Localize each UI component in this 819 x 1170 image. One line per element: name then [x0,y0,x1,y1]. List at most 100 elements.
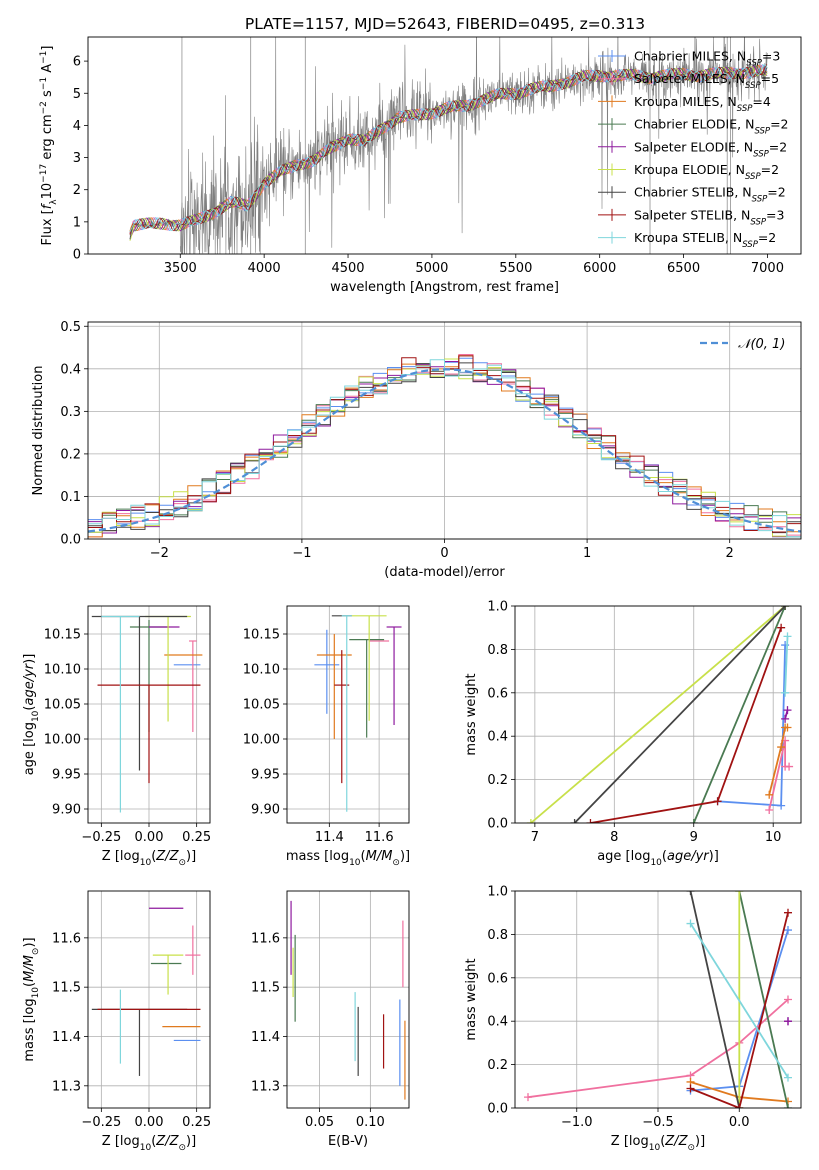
label-part: 10 [140,858,152,868]
y-axis-label: Normed distribution [31,366,46,496]
label-part: s [40,90,55,101]
label-part: ⊙ [31,948,41,956]
y-tick-label: 11.3 [251,1079,280,1094]
label-part: 10 [40,183,55,200]
y-tick-label: 11.3 [52,1079,81,1094]
legend-label: Salpeter ELODIE, NSSP=2 [634,139,787,159]
label-part: ( [361,849,366,864]
label-part: 10 [650,858,662,868]
axis-label: Z [log10(Z/Z⊙)] [102,849,196,868]
spectrum-model-chabrier-elodie [129,65,768,232]
y-tick-label: 10.00 [44,733,81,748]
x-axis-label: wavelength [Angstrom, rest frame] [330,280,559,295]
line-salpeter-miles [768,740,790,811]
y-tick-label: 11.5 [52,981,81,996]
y-tick-label: 0 [73,248,81,263]
y-tick-label: 9.90 [52,803,81,818]
legend-sub: SSP [750,217,766,227]
label-part: ⊙ [178,858,186,868]
x-tick-label: 4500 [331,261,364,276]
y-tick-label: 5 [73,87,81,102]
label-part: Z/Z [155,849,179,864]
x-tick-label: 2 [726,546,734,561]
x-tick-label: 0.25 [182,830,211,845]
residuals-axes: −2 −1 0 1 2 0.0 0.1 0.2 0.3 0.4 0.5 (data-model)/er… [31,320,802,580]
legend-value: =2 [758,230,776,245]
marker-kroupa-stelib [783,632,792,641]
marker-salpeter-elodie [783,706,792,715]
marker-chabrier-miles [784,926,792,935]
y-tick-label: 9.90 [251,803,280,818]
y-tick-label: 10.10 [243,663,280,678]
y-tick-label: 2 [73,183,81,198]
x-tick-label: 11.4 [315,830,344,845]
legend-sub: SSP [753,149,769,159]
y-tick-label: 11.6 [52,931,81,946]
label-part: Z [ [611,1134,629,1149]
label-part: )] [695,1134,705,1149]
y-tick-label: 0.5 [60,320,81,335]
axes-frame [87,321,802,540]
label-part: age/yr [22,662,37,705]
y-tick-label: 10.10 [44,663,81,678]
line-kroupa-elodie [530,606,786,823]
label-part: 10 [649,1143,661,1153]
line-chabrier-elodie [692,606,786,823]
line-kroupa-stelib [784,636,789,693]
label-part: age [ [22,742,37,775]
label-part: )] [22,654,37,664]
y-tick-label: 0.8 [487,643,508,658]
label-part: ( [662,849,667,864]
x-tick-label: 0 [440,546,448,561]
label-part: ( [151,849,156,864]
label-part: 10 [349,858,361,868]
legend-text: Kroupa MILES, N [634,94,737,109]
x-tick-label: 5500 [499,261,532,276]
label-part: Z/Z [155,1134,179,1149]
line-chabrier-stelib [689,891,741,1108]
axes-frame [514,605,802,824]
label-part: M/M [366,849,393,864]
label-part: log [329,849,349,864]
y-tick-label: 10.00 [243,733,280,748]
label-part: ⊙ [687,1143,695,1153]
label-part: Z [ [102,849,120,864]
marker-salpeter-stelib [586,819,595,823]
legend-value: =2 [767,185,785,200]
marker-chabrier-stelib [686,891,695,895]
spectrum-model-kroupa-stelib [129,64,768,233]
spectrum-model-salpeter-stelib [129,64,768,235]
x-axis-label: E(B-V) [328,1134,368,1149]
y-tick-label: 11.5 [251,981,280,996]
y-tick-label: 9.95 [52,768,81,783]
marker-salpeter-stelib [686,1084,695,1093]
x-tick-label: 0.00 [135,1115,164,1130]
y-tick-label: 11.6 [251,931,280,946]
label-part: mass [ [22,1018,37,1061]
y-tick-label: 10.15 [243,628,280,643]
label-part: age [ [597,849,630,864]
y-tick-label: 0.4 [60,362,81,377]
label-part: )] [400,849,410,864]
label-part: λ [49,199,59,205]
legend-label: Chabrier STELIB, NSSP=2 [634,185,786,205]
mass-vs-EBV-points [290,900,406,1100]
label-part: Flux [ [40,209,55,245]
x-tick-label: 6000 [583,261,616,276]
axis-label: mass [log10(M/M⊙)] [286,849,410,868]
legend-text: Salpeter ELODIE, N [634,139,753,154]
axis-label: mass [log10(M/M⊙)] [22,937,41,1061]
mass-vs-EBV-axes: 0.05 0.10 11.3 11.4 11.5 11.6 E(B-V) [251,890,410,1149]
axis-label: Z [log10(Z/Z⊙)] [611,1134,705,1153]
marker-salpeter-miles [524,1093,532,1102]
x-tick-label: −1 [292,546,311,561]
y-tick-label: 0.6 [487,686,508,701]
marker-chabrier-elodie [784,1104,792,1108]
axes-frame [87,36,802,255]
legend-text: Salpeter MILES, N [634,71,745,86]
figure-title: PLATE=1157, MJD=52643, FIBERID=0495, z=0… [245,15,645,33]
marker-chabrier-elodie [689,819,698,823]
y-tick-label: 0.4 [487,730,508,745]
